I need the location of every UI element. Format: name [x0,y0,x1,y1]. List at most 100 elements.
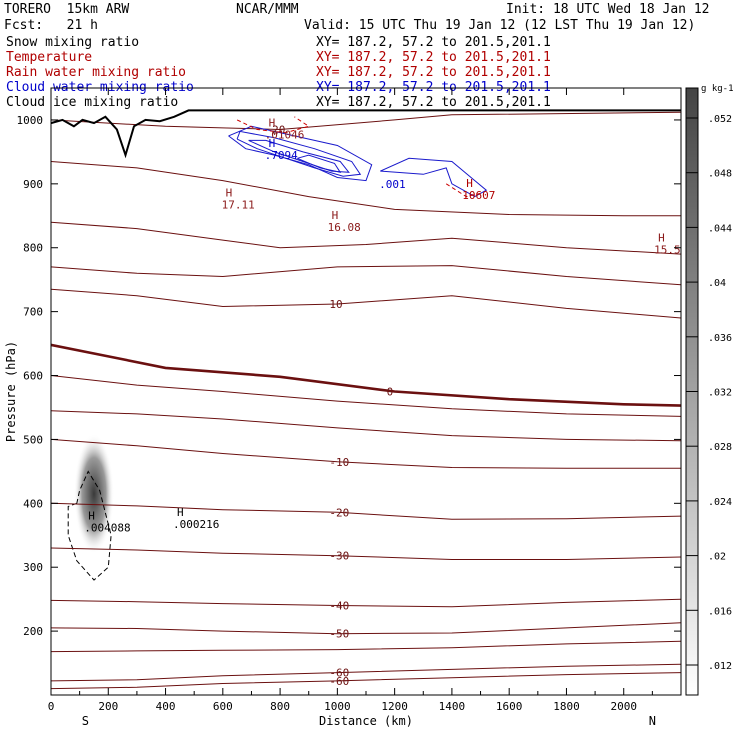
cloud-water-contour [380,157,488,198]
extremum-value: .001 [379,178,406,191]
rain-water-contour [236,116,310,134]
x-axis-label: Distance (km) [319,714,413,728]
x-end-label-south: S [82,714,89,728]
extremum-value: .000216 [173,518,219,531]
y-tick-label: 900 [23,178,43,191]
extremum-marker: H [658,231,665,244]
x-tick-label: 1600 [496,700,523,713]
extremum-marker: H [466,177,473,190]
rain-water-contour [445,183,481,198]
colorbar-tick-label: .024 [708,497,732,508]
field-rain-xy: XY= 187.2, 57.2 to 201.5,201.1 [316,65,551,80]
colorbar-tick-label: .032 [708,388,732,399]
x-tick-label: 600 [213,700,233,713]
colorbar-tick-label: .052 [708,114,732,125]
y-axis-label: Pressure (hPa) [4,341,18,442]
temperature-contour [51,221,681,255]
field-temperature-xy: XY= 187.2, 57.2 to 201.5,201.1 [316,50,551,65]
colorbar-tick-label: .036 [708,333,732,344]
field-cloud-ice-xy: XY= 187.2, 57.2 to 201.5,201.1 [316,95,551,110]
y-tick-label: 200 [23,625,43,638]
field-rain: Rain water mixing ratio [6,65,187,80]
temperature-contour [51,547,681,560]
colorbar-tick-label: .04 [708,278,726,289]
colorbar-tick-label: .048 [708,169,732,180]
temperature-contour-label: -40 [329,600,349,613]
temperature-contour-label: 10 [329,298,342,311]
cloud-water-contour [297,154,342,174]
forecast-hour: Fcst: 21 h [4,18,98,33]
extremum-marker: H [332,209,339,222]
snow-mixing-ratio-shading [73,433,114,554]
y-tick-label: 600 [23,370,43,383]
temperature-contour-label: -50 [329,628,349,641]
x-tick-label: 0 [48,700,55,713]
x-tick-label: 400 [156,700,176,713]
x-tick-label: 200 [98,700,118,713]
temperature-contour-label: 0 [387,386,394,399]
terrain-line [51,109,681,159]
extremum-value: .7094 [265,149,298,162]
temperature-contour-label: -20 [329,506,349,519]
x-tick-label: 1800 [553,700,580,713]
temperature-contour [51,375,681,417]
y-tick-label: 800 [23,242,43,255]
x-tick-label: 1000 [324,700,351,713]
cloud-ice-contour [67,470,112,581]
extremum-marker: H [226,187,233,200]
field-temperature: Temperature [6,50,93,65]
plot-frame [50,87,682,696]
init-time: Init: 18 UTC Wed 18 Jan 12 [506,2,710,17]
temperature-contour [51,410,681,442]
temperature-contour-label: -60 [329,667,349,680]
extremum-value: .004088 [84,521,130,534]
colorbar-unit: g kg-1 [701,84,734,94]
y-tick-label: 700 [23,306,43,319]
extremum-value: 10607 [462,189,495,202]
extremum-value: 15.56 [654,243,687,256]
x-tick-label: 2000 [610,700,637,713]
temperature-contour [51,161,681,217]
temperature-contour-label: -10 [329,456,349,469]
temperature-contour [51,288,681,319]
y-tick-label: 1000 [17,114,44,127]
colorbar-tick-label: .012 [708,661,732,672]
temperature-contour [51,438,681,469]
y-tick-label: 500 [23,433,43,446]
field-cloud-ice: Cloud ice mixing ratio [6,95,179,110]
temperature-contour [51,622,681,635]
temperature-contour [51,672,681,690]
model-title: TORERO 15km ARW [4,2,130,17]
colorbar-tick-label: .016 [708,606,732,617]
temperature-contour-label: -60 [329,675,349,688]
x-tick-label: 800 [270,700,290,713]
extremum-marker: H [177,506,184,519]
extremum-marker: H [88,509,95,522]
field-snow-xy: XY= 187.2, 57.2 to 201.5,201.1 [316,35,551,50]
temperature-contour [51,502,681,520]
extremum-marker: H [269,137,276,150]
y-tick-label: 300 [23,561,43,574]
colorbar-tick-label: .02 [708,552,726,563]
temperature-contour [51,663,681,682]
temperature-contour [51,640,681,653]
extremum-value: .01046 [265,128,305,141]
extremum-value: 16.08 [328,221,361,234]
cloud-water-contour [228,125,373,182]
temperature-contour [51,343,681,407]
x-end-label-north: N [649,714,656,728]
extremum-marker: H [269,116,276,129]
field-snow: Snow mixing ratio [6,35,140,50]
extremum-value: 17.11 [222,199,255,212]
x-tick-label: 1200 [381,700,408,713]
temperature-contour-label: -30 [329,550,349,563]
temperature-contour [51,598,681,608]
y-tick-label: 400 [23,497,43,510]
cloud-water-contour [248,139,350,173]
x-tick-label: 1400 [439,700,466,713]
cloud-water-contour [236,130,362,177]
colorbar-tick-label: .044 [708,223,732,234]
center-title: NCAR/MMM [236,2,299,17]
temperature-contour [51,111,681,131]
valid-time: Valid: 15 UTC Thu 19 Jan 12 (12 LST Thu … [304,18,696,33]
